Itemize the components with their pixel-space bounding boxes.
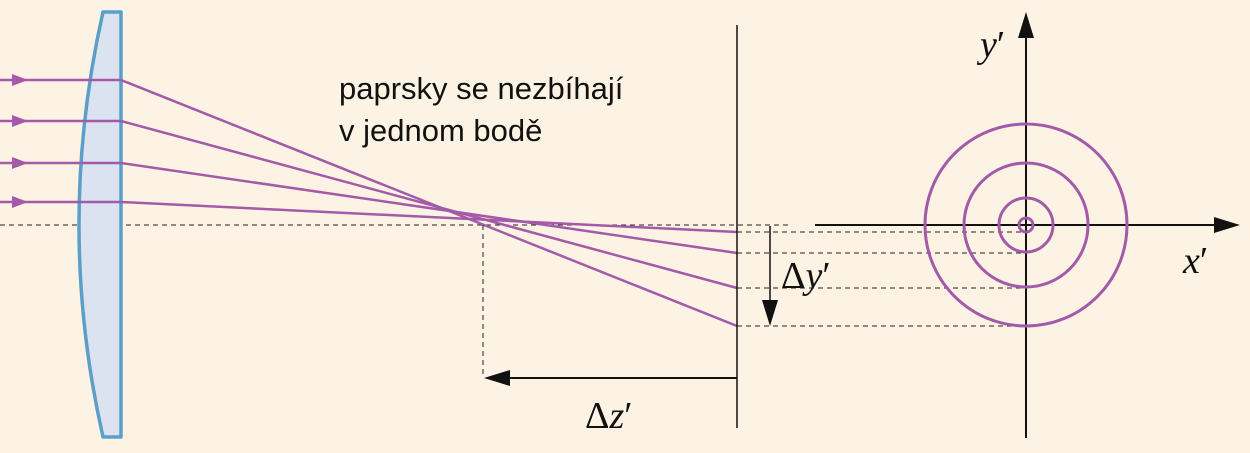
caption: paprsky se nezbíhají v jednom bodě — [339, 71, 632, 148]
ring-2 — [962, 161, 1090, 289]
incoming-rays — [0, 74, 121, 208]
ray-arrow-2 — [12, 115, 28, 127]
ring-1 — [923, 122, 1129, 328]
delta-y-arrow — [762, 226, 778, 326]
ray-arrow-1 — [12, 74, 28, 86]
refracted-ray-1 — [120, 78, 738, 328]
refracted-ray-2 — [120, 119, 738, 290]
x-axis-arrowhead — [1214, 217, 1240, 233]
lens — [77, 10, 123, 439]
ring-4 — [1017, 216, 1035, 234]
delta-y-label: Δy′ — [781, 255, 831, 297]
ring-3 — [997, 196, 1055, 254]
delta-z-label: Δz′ — [585, 395, 633, 437]
refracted-rays — [120, 78, 738, 328]
ray-arrow-3 — [12, 157, 28, 169]
caption-line-2: v jednom bodě — [339, 113, 542, 148]
ray-arrow-4 — [12, 196, 28, 208]
caption-line-1: paprsky se nezbíhají — [339, 71, 624, 106]
y-axis-label: y′ — [976, 24, 1005, 66]
refracted-ray-4 — [120, 200, 738, 234]
refracted-ray-3 — [120, 161, 738, 255]
spot-rings — [923, 122, 1129, 328]
projection-lines — [482, 225, 1026, 378]
x-axis-label: x′ — [1182, 240, 1208, 282]
delta-z-arrow — [484, 370, 737, 386]
target-axes — [815, 12, 1240, 438]
y-axis-arrowhead — [1018, 12, 1034, 38]
